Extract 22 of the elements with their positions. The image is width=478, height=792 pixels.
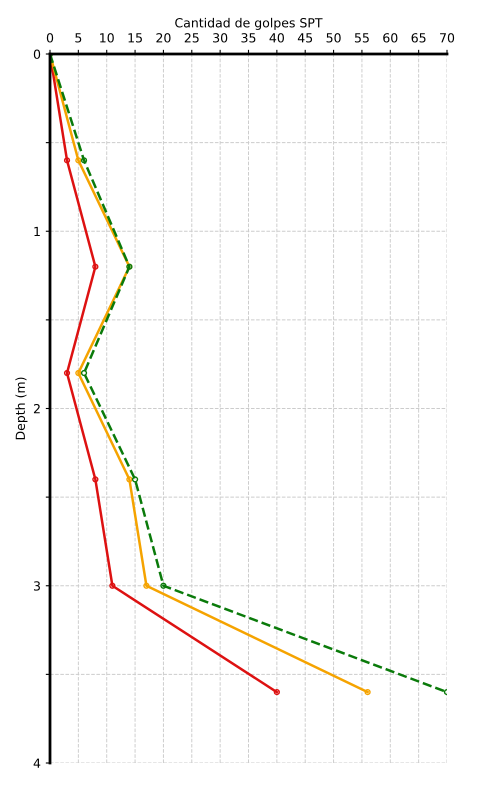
x-tick-label: 60: [383, 33, 398, 43]
x-tick-label: 5: [75, 33, 82, 43]
x-tick-label: 0: [46, 33, 54, 43]
x-axis-title: Cantidad de golpes SPT: [175, 18, 323, 30]
y-tick-label: 3: [34, 581, 40, 591]
y-tick-label: 4: [34, 758, 40, 768]
x-tick-label: 70: [440, 33, 454, 43]
y-tick-label: 0: [34, 49, 40, 59]
y-tick-label: 2: [34, 404, 40, 414]
y-tick-label: 1: [34, 226, 40, 236]
y-axis-title: Depth (m): [15, 378, 28, 440]
x-tick-label: 20: [156, 33, 171, 43]
x-tick-label: 55: [354, 33, 369, 43]
x-tick-label: 40: [270, 33, 284, 43]
x-tick-label: 30: [213, 33, 228, 43]
x-tick-label: 25: [184, 33, 199, 43]
x-tick-label: 50: [326, 33, 341, 43]
x-tick-label: 45: [298, 33, 312, 43]
x-tick-label: 10: [100, 33, 114, 43]
x-tick-label: 35: [242, 33, 256, 43]
x-tick-label: 15: [128, 33, 142, 43]
x-tick-label: 65: [412, 33, 426, 43]
